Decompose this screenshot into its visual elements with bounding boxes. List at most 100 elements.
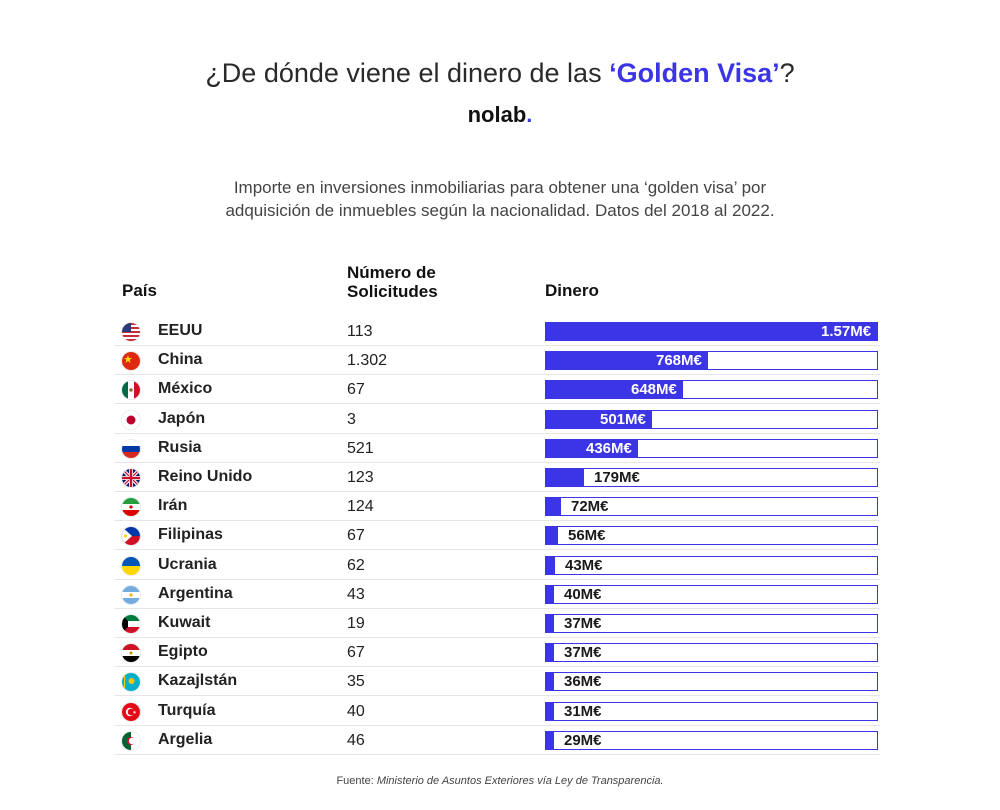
bar-value-label: 37M€ — [564, 644, 602, 662]
title-suffix: ? — [779, 58, 795, 88]
kw-flag-icon — [122, 615, 140, 633]
table-row: Ucrania 62 43M€ — [115, 551, 880, 580]
bar — [546, 731, 554, 749]
country-name: Kuwait — [158, 614, 211, 631]
table-row: Turquía 40 31M€ — [115, 697, 880, 726]
bar-track: 768M€ — [545, 351, 878, 371]
column-header-country: País — [122, 281, 157, 300]
bar-track: 29M€ — [545, 730, 878, 750]
table-row: Irán 124 72M€ — [115, 492, 880, 522]
row-divider — [115, 666, 880, 668]
request-count: 113 — [347, 323, 373, 340]
bar-value-label: 36M€ — [564, 673, 602, 691]
row-divider — [115, 403, 880, 405]
bar — [546, 644, 554, 662]
bar-track: 72M€ — [545, 497, 878, 517]
request-count: 521 — [347, 439, 374, 457]
row-divider — [115, 578, 880, 580]
request-count: 46 — [347, 731, 365, 749]
bar — [546, 498, 561, 516]
column-header-money: Dinero — [545, 281, 599, 300]
bar-value-label: 56M€ — [568, 527, 606, 545]
country-name: Kazajlstán — [158, 672, 238, 690]
bar — [546, 410, 652, 428]
bar-track: 37M€ — [545, 614, 878, 633]
source-label: Fuente: — [336, 775, 374, 787]
row-divider — [115, 520, 880, 522]
bar-value-label: 179M€ — [594, 469, 640, 486]
title-highlight: ‘Golden Visa’ — [609, 58, 780, 88]
us-flag-icon — [122, 323, 140, 341]
request-count: 40 — [347, 702, 365, 720]
table-row: Japón 3 501M€ — [115, 405, 880, 434]
bar-value-label: 72M€ — [571, 498, 609, 516]
row-divider — [115, 724, 880, 726]
row-divider — [115, 637, 880, 638]
bar — [546, 469, 584, 486]
table-row: México 67 648M€ — [115, 375, 880, 405]
column-header-requests: Número de Solicitudes — [347, 263, 497, 301]
country-name: EEUU — [158, 322, 203, 339]
bar — [546, 702, 554, 720]
subtitle-line-2: adquisición de inmuebles según la nacion… — [225, 201, 775, 220]
brand-dot: . — [526, 102, 533, 127]
request-count: 3 — [347, 410, 356, 428]
bar-value-label: 31M€ — [564, 702, 602, 720]
dz-flag-icon — [122, 731, 140, 750]
bar-value-label: 501M€ — [600, 410, 646, 428]
bar-track: 31M€ — [545, 701, 878, 721]
table-row: Filipinas 67 56M€ — [115, 521, 880, 551]
mx-flag-icon — [122, 381, 140, 400]
row-divider — [115, 695, 880, 697]
country-name: Irán — [158, 497, 188, 515]
request-count: 62 — [347, 556, 365, 574]
table-row: Reino Unido 123 179M€ — [115, 463, 880, 492]
ph-flag-icon — [122, 527, 140, 546]
ir-flag-icon — [122, 498, 140, 517]
bar-value-label: 40M€ — [564, 585, 602, 603]
request-count: 124 — [347, 498, 374, 516]
bar-track: 40M€ — [545, 584, 878, 604]
row-divider — [115, 491, 880, 492]
country-name: Turquía — [158, 701, 216, 719]
country-name: Reino Unido — [158, 468, 253, 485]
source-text: Ministerio de Asuntos Exteriores vía Ley… — [376, 775, 664, 787]
request-count: 43 — [347, 585, 365, 603]
row-divider — [115, 432, 880, 434]
bar-track: 1.57M€ — [545, 322, 878, 341]
bar-value-label: 37M€ — [564, 615, 602, 632]
bar-value-label: 29M€ — [564, 731, 602, 749]
country-name: Filipinas — [158, 526, 223, 544]
bar-value-label: 768M€ — [656, 352, 702, 370]
country-name: Egipto — [158, 643, 208, 661]
table-row: EEUU 113 1.57M€ — [115, 317, 880, 346]
request-count: 123 — [347, 469, 374, 486]
cn-flag-icon — [122, 352, 140, 371]
title-prefix: ¿De dónde viene el dinero de las — [205, 58, 610, 88]
table-row: Kuwait 19 37M€ — [115, 609, 880, 638]
bar-track: 436M€ — [545, 438, 878, 458]
bar-track: 37M€ — [545, 643, 878, 663]
bar — [546, 673, 554, 691]
tr-flag-icon — [122, 702, 140, 721]
row-divider — [115, 461, 880, 463]
row-divider — [115, 345, 880, 346]
request-count: 67 — [347, 381, 365, 399]
country-name: China — [158, 351, 203, 369]
table-row: Rusia 521 436M€ — [115, 434, 880, 463]
table-row: Kazajlstán 35 36M€ — [115, 667, 880, 697]
request-count: 67 — [347, 644, 365, 662]
chart-subtitle: Importe en inversiones inmobiliarias par… — [150, 176, 850, 222]
country-name: Ucrania — [158, 555, 217, 573]
bar — [546, 439, 638, 457]
country-name: Argentina — [158, 584, 233, 602]
bar-track: 56M€ — [545, 526, 878, 546]
country-name: Rusia — [158, 438, 202, 456]
brand-name: nolab — [467, 102, 527, 127]
request-count: 67 — [347, 527, 365, 545]
jp-flag-icon — [122, 410, 140, 429]
bar — [546, 615, 554, 632]
bar — [546, 556, 555, 574]
table-row: Egipto 67 37M€ — [115, 638, 880, 668]
row-divider — [115, 549, 880, 551]
